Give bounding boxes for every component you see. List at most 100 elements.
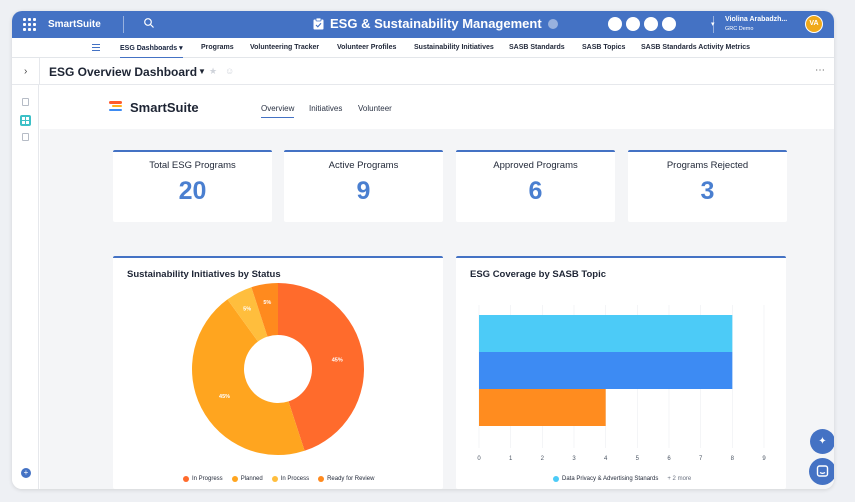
profile-icon[interactable] [662, 17, 676, 31]
star-icon[interactable]: ★ [209, 66, 218, 76]
check-icon[interactable] [644, 17, 658, 31]
nav-item-programs[interactable]: Programs [201, 44, 234, 51]
bar[interactable] [479, 352, 733, 389]
menu-icon[interactable] [92, 44, 100, 52]
x-tick-label: 3 [572, 456, 576, 462]
search-icon[interactable] [143, 17, 155, 29]
legend-label: Planned [240, 476, 263, 482]
legend-item[interactable]: In Process [271, 476, 309, 482]
smartsuite-logo-icon [109, 101, 122, 113]
x-tick-label: 7 [699, 456, 703, 462]
nav-item-sasb-standards[interactable]: SASB Standards [509, 44, 565, 51]
slice-planned[interactable] [191, 299, 305, 456]
donut-chart: 45% 45% 5% 5% [191, 283, 364, 456]
slice-label: 5% [263, 300, 271, 306]
chat-icon[interactable] [608, 17, 622, 31]
slice-in-process[interactable] [227, 287, 268, 342]
x-tick-label: 6 [667, 456, 671, 462]
nav-item-sustainability-initiatives[interactable]: Sustainability Initiatives [414, 44, 494, 51]
document-icon[interactable] [22, 133, 29, 141]
bar-chart: 0 1 2 3 4 5 6 7 8 9 [477, 305, 766, 462]
nav-item-esg-dashboards[interactable]: ESG Dashboards ▾ [120, 45, 183, 59]
legend-item[interactable]: Data Privacy & Advertising Stanards [553, 476, 658, 482]
divider [39, 58, 40, 85]
kpi-card-approved-programs: Approved Programs 6 [456, 150, 615, 222]
chat-support-button[interactable] [809, 458, 834, 485]
x-tick-label: 8 [731, 456, 735, 462]
people-icon[interactable]: ☺ [225, 66, 235, 76]
dashboard-icon[interactable] [20, 115, 31, 126]
legend-swatch [183, 476, 189, 482]
nav-item-sasb-topics[interactable]: SASB Topics [582, 44, 626, 51]
panel-coverage-by-sasb-topic: ESG Coverage by SASB Topic 0 1 2 3 4 5 6 7 8 9 Da… [456, 256, 786, 489]
legend-item[interactable]: Ready for Review [318, 476, 374, 482]
legend-swatch [231, 476, 238, 482]
ai-sparkle-button[interactable]: ✦ [810, 429, 834, 454]
chart-title: ESG Coverage by SASB Topic [470, 269, 607, 280]
x-tick-label: 1 [509, 456, 513, 462]
app-title-text: ESG & Sustainability Management [330, 16, 542, 31]
x-tick-label: 5 [636, 456, 640, 462]
avatar[interactable]: VA [805, 15, 823, 33]
chat-icon [816, 465, 829, 477]
bar[interactable] [479, 389, 606, 426]
kpi-value: 6 [528, 177, 543, 205]
chart-title: Sustainability Initiatives by Status [127, 269, 281, 280]
divider [123, 16, 124, 33]
legend-label: Data Privacy & Advertising Stanards [562, 476, 659, 482]
add-icon[interactable]: + [21, 468, 31, 478]
kpi-card-active-programs: Active Programs 9 [284, 150, 443, 222]
chevron-down-icon[interactable]: ▾ [711, 21, 715, 28]
apps-grid-icon[interactable] [23, 18, 36, 31]
kpi-label: Programs Rejected [666, 160, 749, 171]
divider [713, 16, 714, 33]
x-tick-label: 4 [604, 456, 608, 462]
kpi-card-programs-rejected: Programs Rejected 3 [628, 150, 787, 222]
page-header: › ESG Overview Dashboard ▼ ★ ☺ ⋯ [12, 58, 834, 85]
info-icon[interactable] [547, 18, 558, 29]
nav-bar: ESG Dashboards ▾ Programs Volunteering T… [12, 38, 834, 59]
legend-swatch [271, 476, 278, 482]
chevron-right-icon[interactable]: › [24, 66, 28, 77]
kpi-card-total-programs: Total ESG Programs 20 [113, 150, 272, 222]
chevron-down-icon[interactable]: ▼ [198, 67, 206, 76]
kpi-label: Active Programs [328, 160, 399, 171]
kpi-value: 3 [700, 177, 715, 205]
slice-in-progress[interactable] [278, 283, 364, 451]
slice-label: 5% [243, 306, 251, 312]
tab-initiatives[interactable]: Initiatives [309, 104, 343, 113]
top-bar: SmartSuite ESG & Sustainability Manageme… [12, 11, 834, 38]
nav-item-volunteer-profiles[interactable]: Volunteer Profiles [337, 44, 397, 51]
kpi-label: Approved Programs [493, 160, 578, 171]
app-window: SmartSuite ESG & Sustainability Manageme… [12, 11, 834, 489]
legend-item[interactable]: Planned [231, 476, 263, 482]
clipboard-icon [313, 17, 324, 29]
user-name[interactable]: Violina Arabadzh... [725, 16, 788, 23]
left-rail: + [12, 85, 39, 489]
dashboard-canvas: SmartSuite Overview Initiatives Voluntee… [40, 85, 834, 489]
tab-overview[interactable]: Overview [261, 104, 295, 118]
document-icon[interactable] [22, 98, 29, 106]
slice-label: 45% [219, 394, 230, 400]
legend-label: Ready for Review [327, 476, 375, 482]
more-icon[interactable]: ⋯ [815, 65, 825, 76]
chart-legend: Data Privacy & Advertising Stanards + 2 … [553, 476, 691, 482]
dashboard-header: SmartSuite Overview Initiatives Voluntee… [40, 85, 834, 129]
legend-item[interactable]: In Progress [183, 476, 223, 482]
legend-label: In Progress [192, 476, 223, 482]
user-org: GRC Demo [725, 26, 754, 32]
nav-item-sasb-standards-activity-metrics[interactable]: SASB Standards Activity Metrics [641, 44, 751, 51]
x-tick-label: 0 [477, 456, 481, 462]
nav-item-volunteering-tracker[interactable]: Volunteering Tracker [250, 44, 320, 51]
brand-name[interactable]: SmartSuite [48, 19, 101, 30]
kpi-value: 9 [356, 177, 371, 205]
legend-more[interactable]: + 2 more [667, 476, 692, 482]
panel-initiatives-by-status: Sustainability Initiatives by Status 45%… [113, 256, 443, 489]
page-title[interactable]: ESG Overview Dashboard [49, 65, 198, 79]
bar[interactable] [479, 315, 733, 352]
tab-volunteer[interactable]: Volunteer [358, 104, 392, 113]
slice-ready-for-review[interactable] [251, 283, 278, 337]
notification-icon[interactable] [626, 17, 640, 31]
kpi-label: Total ESG Programs [149, 160, 236, 171]
legend-swatch [318, 476, 325, 482]
